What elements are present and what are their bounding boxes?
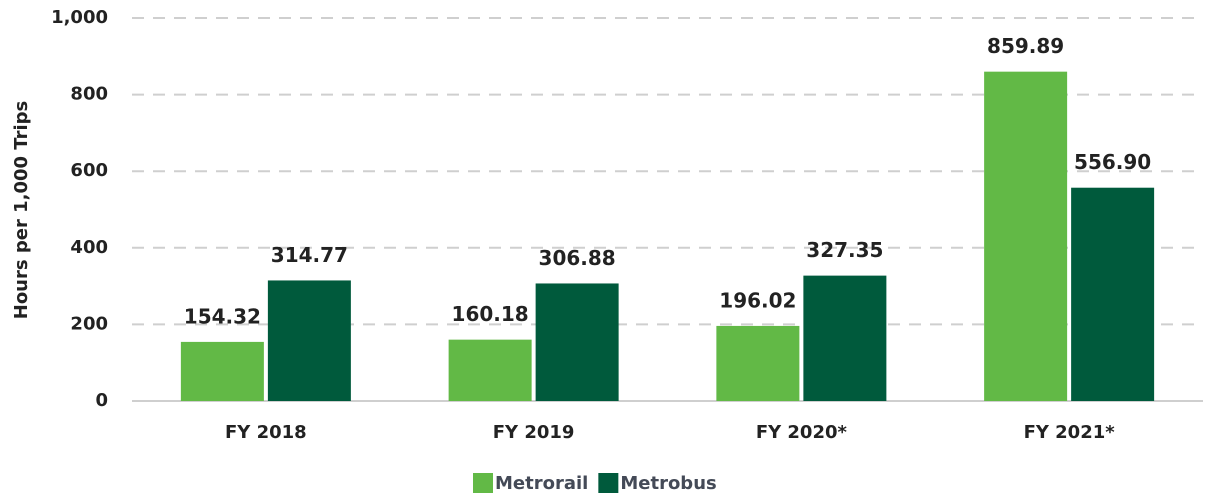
x-tick-label: FY 2020* xyxy=(756,422,848,443)
legend-swatch xyxy=(598,473,619,493)
bar xyxy=(535,283,619,401)
value-label: 556.90 xyxy=(1074,150,1151,174)
value-label: 327.35 xyxy=(806,238,883,262)
x-tick-label: FY 2018 xyxy=(225,422,307,443)
legend-label: Metrobus xyxy=(620,473,716,494)
value-label: 306.88 xyxy=(539,246,616,270)
value-label: 859.89 xyxy=(987,34,1064,58)
value-label: 196.02 xyxy=(719,288,796,312)
value-label: 154.32 xyxy=(184,304,261,328)
x-tick-label: FY 2021* xyxy=(1024,422,1116,443)
bar xyxy=(180,341,264,401)
x-tick-label: FY 2019 xyxy=(493,422,575,443)
y-tick-label: 400 xyxy=(70,237,108,258)
bar xyxy=(803,275,887,401)
bar xyxy=(267,280,351,401)
y-tick-label: 200 xyxy=(70,313,108,334)
bar xyxy=(1071,187,1155,401)
legend-swatch xyxy=(473,473,493,493)
bar xyxy=(716,325,800,401)
bar xyxy=(984,71,1068,401)
y-tick-label: 600 xyxy=(70,160,108,181)
y-axis-label: Hours per 1,000 Trips xyxy=(11,101,32,320)
y-tick-label: 800 xyxy=(70,84,108,105)
value-label: 314.77 xyxy=(271,243,348,267)
value-label: 160.18 xyxy=(452,302,529,326)
bar xyxy=(448,339,532,401)
y-tick-label: 1,000 xyxy=(51,7,108,28)
y-tick-label: 0 xyxy=(95,390,108,411)
legend-label: Metrorail xyxy=(495,473,588,494)
